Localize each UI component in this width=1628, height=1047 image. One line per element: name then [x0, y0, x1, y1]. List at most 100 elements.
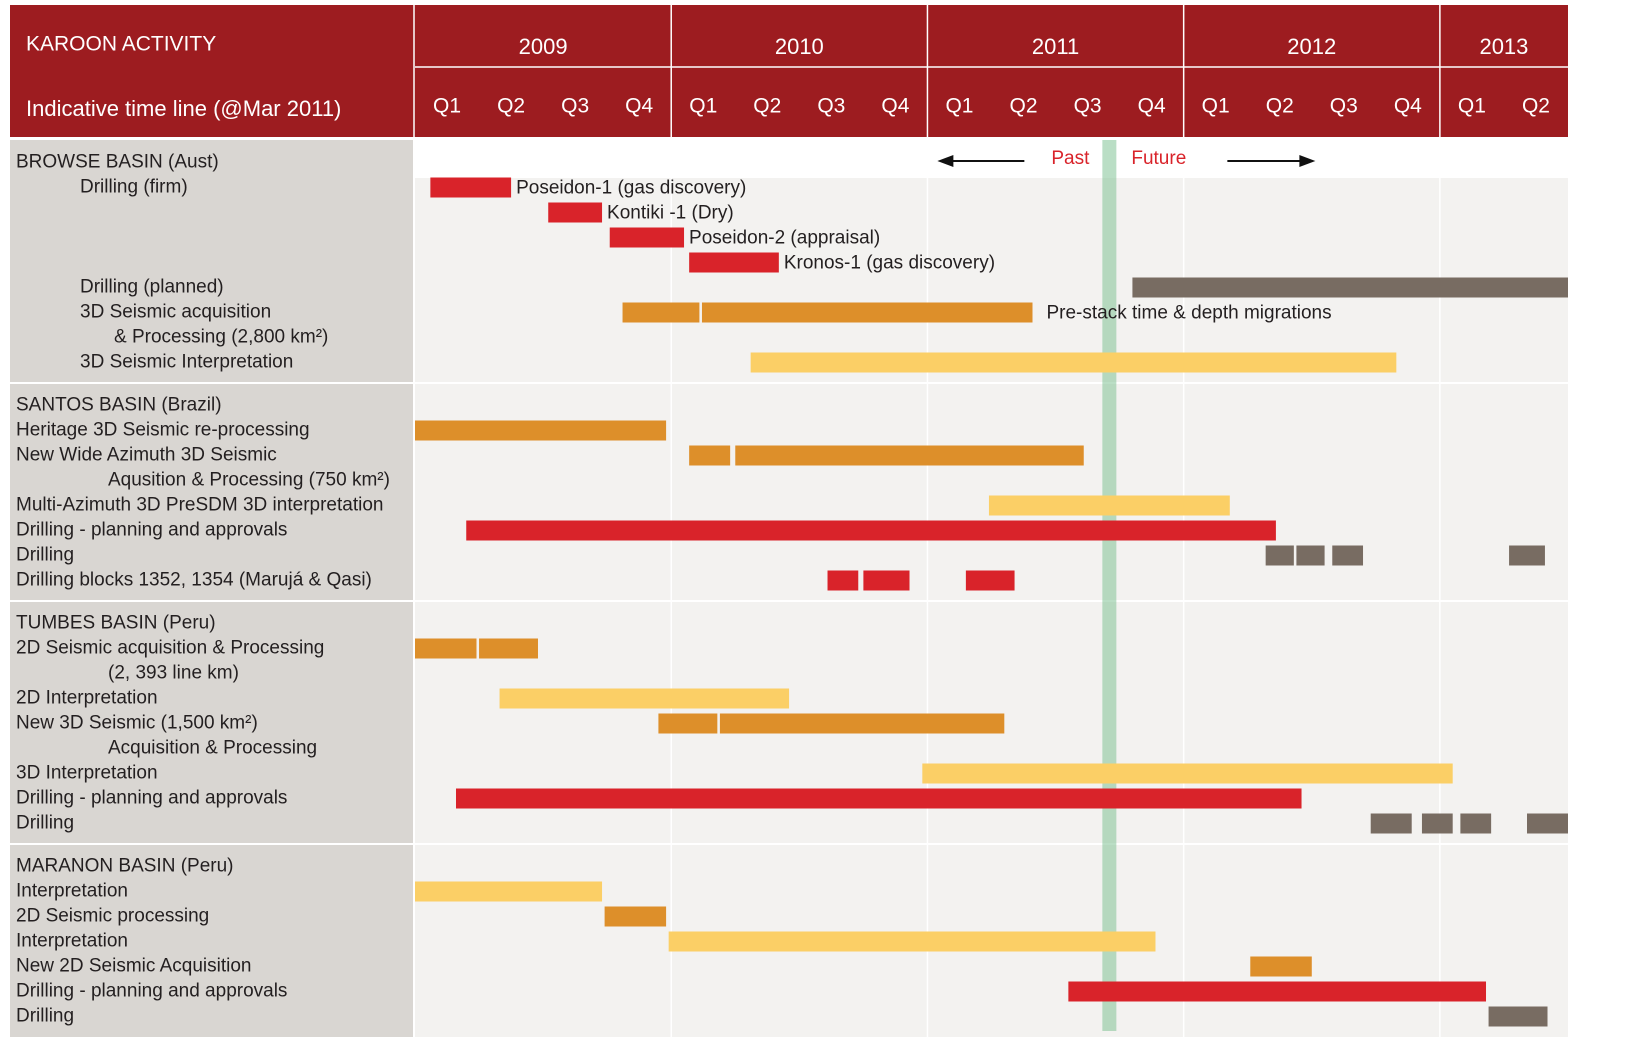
task-bar	[1488, 1006, 1548, 1027]
year-label: 2012	[1287, 34, 1336, 59]
quarter-label: Q4	[881, 95, 909, 118]
task-bar	[750, 352, 1397, 373]
task-label: 3D Seismic acquisition	[80, 302, 271, 323]
quarter-label: Q1	[1458, 95, 1486, 118]
bar-label: Kronos-1 (gas discovery)	[784, 253, 995, 274]
bar-label: Poseidon-2 (appraisal)	[689, 228, 880, 249]
task-bar	[466, 520, 1276, 541]
task-label: New 2D Seismic Acquisition	[16, 956, 251, 977]
quarter-label: Q4	[1138, 95, 1166, 118]
task-bar	[988, 495, 1230, 516]
task-bar	[1250, 956, 1312, 977]
task-bar	[1370, 813, 1412, 834]
header-background	[10, 5, 1568, 137]
task-label: Drilling	[16, 813, 74, 834]
task-bar	[922, 763, 1453, 784]
bar-label: Kontiki -1 (Dry)	[607, 203, 734, 224]
task-label: Acquisition & Processing	[108, 738, 317, 759]
task-bar	[415, 881, 603, 902]
chart-title: KAROON ACTIVITY	[26, 33, 216, 56]
task-label: New Wide Azimuth 3D Seismic	[16, 445, 277, 466]
task-bar	[609, 227, 685, 248]
task-label: & Processing (2,800 km²)	[114, 327, 328, 348]
today-marker	[1102, 140, 1117, 1031]
task-bar	[1527, 813, 1568, 834]
bar-label: Poseidon-1 (gas discovery)	[516, 178, 746, 199]
quarter-label: Q2	[1266, 95, 1294, 118]
section-title: SANTOS BASIN (Brazil)	[16, 395, 222, 416]
quarter-label: Q3	[1330, 95, 1358, 118]
task-bar	[658, 713, 718, 734]
task-label: 3D Interpretation	[16, 763, 158, 784]
section-title: BROWSE BASIN (Aust)	[16, 152, 219, 173]
year-label: 2010	[775, 34, 824, 59]
task-bar	[548, 202, 603, 223]
task-label: Interpretation	[16, 931, 128, 952]
task-label: Heritage 3D Seismic re-processing	[16, 420, 310, 441]
task-bar	[479, 638, 538, 659]
task-label: Drilling	[16, 545, 74, 566]
task-bar	[689, 252, 779, 273]
task-bar	[735, 445, 1084, 466]
task-label: Drilling (planned)	[80, 277, 224, 298]
task-bar	[499, 688, 790, 709]
task-bar	[415, 638, 477, 659]
task-label: Drilling - planning and approvals	[16, 520, 287, 541]
task-label: (2, 393 line km)	[108, 663, 239, 684]
label-panel	[10, 140, 413, 1037]
section-title: TUMBES BASIN (Peru)	[16, 613, 216, 634]
quarter-label: Q4	[625, 95, 653, 118]
task-bar	[1332, 545, 1364, 566]
task-bar	[1460, 813, 1492, 834]
task-bar	[604, 906, 667, 927]
task-bar	[430, 177, 512, 198]
task-bar	[622, 302, 700, 323]
future-arrowhead	[1299, 155, 1316, 167]
task-label: Drilling - planning and approvals	[16, 788, 287, 809]
task-bar	[1509, 545, 1545, 566]
task-label: Drilling (firm)	[80, 177, 188, 198]
bar-label: Pre-stack time & depth migrations	[1046, 303, 1331, 324]
quarter-label: Q2	[1522, 95, 1550, 118]
task-bar	[668, 931, 1156, 952]
task-label: 2D Seismic acquisition & Processing	[16, 638, 324, 659]
task-label: Drilling - planning and approvals	[16, 981, 287, 1002]
past-label: Past	[1051, 148, 1090, 169]
quarter-label: Q1	[945, 95, 973, 118]
task-bar	[863, 570, 910, 591]
quarter-label: Q2	[497, 95, 525, 118]
chart-subtitle: Indicative time line (@Mar 2011)	[26, 96, 341, 121]
quarter-label: Q1	[433, 95, 461, 118]
quarter-label: Q2	[1010, 95, 1038, 118]
task-bar	[965, 570, 1015, 591]
quarter-label: Q3	[561, 95, 589, 118]
task-label: Interpretation	[16, 881, 128, 902]
task-bar	[455, 788, 1302, 809]
task-bar	[1296, 545, 1325, 566]
past-future-band	[415, 140, 1568, 178]
year-label: 2009	[519, 34, 568, 59]
task-label: Drilling	[16, 1006, 74, 1027]
task-label: 2D Seismic processing	[16, 906, 209, 927]
year-label: 2013	[1479, 34, 1528, 59]
task-bar	[1132, 277, 1568, 298]
task-bar	[1265, 545, 1294, 566]
task-label: Aqusition & Processing (750 km²)	[108, 470, 390, 491]
task-bar	[701, 302, 1033, 323]
section-title: MARANON BASIN (Peru)	[16, 856, 233, 877]
quarter-label: Q1	[1202, 95, 1230, 118]
task-label: 2D Interpretation	[16, 688, 158, 709]
task-bar	[719, 713, 1005, 734]
quarter-label: Q3	[817, 95, 845, 118]
task-bar	[1421, 813, 1453, 834]
task-label: 3D Seismic Interpretation	[80, 352, 293, 373]
task-label: Multi-Azimuth 3D PreSDM 3D interpretatio…	[16, 495, 383, 516]
quarter-label: Q1	[689, 95, 717, 118]
year-label: 2011	[1032, 34, 1079, 59]
quarter-label: Q3	[1074, 95, 1102, 118]
past-arrowhead	[937, 155, 954, 167]
task-bar	[415, 420, 667, 441]
quarter-label: Q4	[1394, 95, 1422, 118]
task-label: New 3D Seismic (1,500 km²)	[16, 713, 258, 734]
